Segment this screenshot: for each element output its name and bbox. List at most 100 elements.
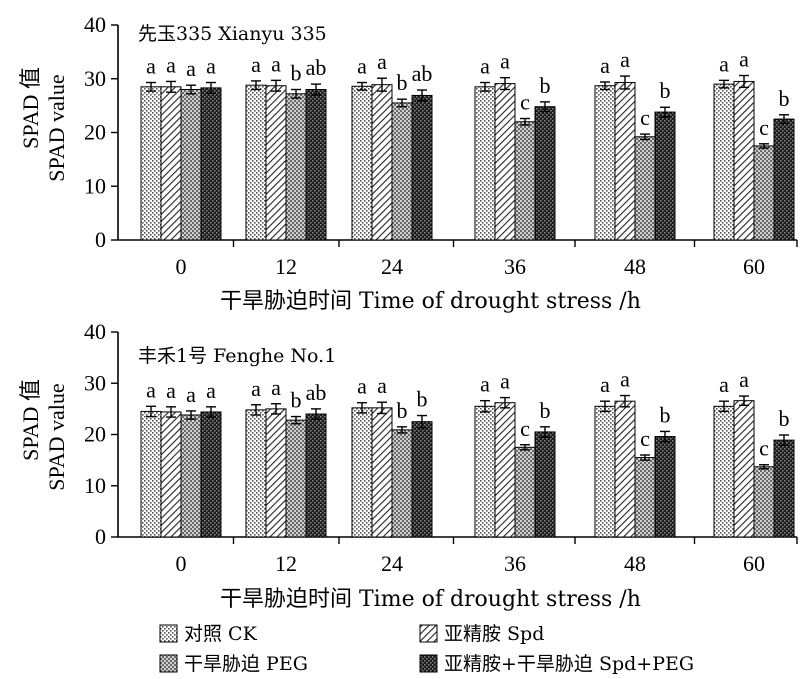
y-tick-label: 20 bbox=[84, 120, 106, 145]
significance-label: a bbox=[166, 52, 176, 77]
significance-label: b bbox=[291, 388, 302, 413]
bar bbox=[371, 84, 393, 241]
bar bbox=[614, 400, 636, 538]
bar bbox=[285, 419, 307, 538]
significance-label: b bbox=[417, 387, 428, 412]
bar bbox=[654, 111, 676, 241]
x-tick-label: 12 bbox=[275, 254, 297, 279]
significance-label: a bbox=[206, 378, 216, 403]
bar bbox=[200, 87, 222, 241]
significance-label: b bbox=[397, 70, 408, 95]
x-tick-label: 0 bbox=[176, 551, 187, 576]
significance-label: c bbox=[520, 416, 530, 441]
significance-label: a bbox=[739, 367, 749, 392]
panel-fenghe: 丰禾1号 Fenghe No.1 SPAD 值 SPAD value 干旱胁迫时… bbox=[18, 319, 798, 612]
y-tick-label: 30 bbox=[84, 66, 106, 91]
bar bbox=[180, 89, 202, 241]
bar bbox=[773, 118, 795, 241]
bar bbox=[733, 400, 755, 538]
significance-label: a bbox=[186, 56, 196, 81]
legend-label: 亚精胺 Spd bbox=[444, 623, 544, 645]
significance-label: ab bbox=[306, 380, 327, 405]
significance-label: a bbox=[357, 374, 367, 399]
bar bbox=[285, 93, 307, 241]
bar bbox=[245, 84, 267, 241]
y-tick-label: 30 bbox=[84, 370, 106, 395]
legend-swatch bbox=[159, 624, 178, 643]
bar bbox=[494, 402, 516, 538]
y-tick-label: 0 bbox=[95, 227, 106, 252]
significance-label: b bbox=[291, 61, 302, 86]
significance-label: a bbox=[186, 382, 196, 407]
x-tick-label: 48 bbox=[624, 254, 646, 279]
x-tick-label: 12 bbox=[275, 551, 297, 576]
panel-title: 先玉335 Xianyu 335 bbox=[138, 23, 327, 45]
significance-label: ab bbox=[306, 55, 327, 80]
significance-label: a bbox=[620, 47, 630, 72]
significance-label: c bbox=[640, 105, 650, 130]
y-tick-label: 20 bbox=[84, 422, 106, 447]
x-tick-label: 60 bbox=[743, 254, 765, 279]
y-tick-label: 40 bbox=[84, 12, 106, 37]
bar bbox=[773, 439, 795, 538]
significance-label: a bbox=[600, 372, 610, 397]
y-tick-label: 10 bbox=[84, 473, 106, 498]
bar bbox=[594, 405, 616, 538]
y-axis-label-en: SPAD value bbox=[44, 383, 69, 490]
significance-label: a bbox=[251, 52, 261, 77]
bar bbox=[634, 136, 656, 241]
significance-label: a bbox=[600, 53, 610, 78]
significance-label: a bbox=[719, 51, 729, 76]
significance-label: a bbox=[500, 49, 510, 74]
significance-label: c bbox=[759, 436, 769, 461]
bar bbox=[514, 446, 536, 538]
bar bbox=[371, 407, 393, 538]
bar bbox=[753, 466, 775, 538]
y-tick-label: 0 bbox=[95, 524, 106, 549]
significance-label: b bbox=[779, 406, 790, 431]
bar bbox=[200, 411, 222, 538]
significance-label: a bbox=[251, 376, 261, 401]
bar bbox=[305, 89, 327, 241]
bar bbox=[614, 82, 636, 241]
bar bbox=[180, 414, 202, 538]
bar bbox=[140, 86, 162, 241]
bar bbox=[391, 429, 413, 538]
x-tick-label: 36 bbox=[504, 254, 526, 279]
bar bbox=[265, 85, 287, 241]
legend: 对照 CK 亚精胺 Spd 干旱胁迫 PEG 亚精胺+干旱胁迫 Spd+PEG bbox=[159, 623, 694, 675]
legend-label: 干旱胁迫 PEG bbox=[184, 653, 308, 675]
x-tick-label: 0 bbox=[176, 254, 187, 279]
significance-label: c bbox=[759, 115, 769, 140]
y-axis-label-cn: SPAD 值 bbox=[18, 379, 43, 461]
y-tick-label: 10 bbox=[84, 173, 106, 198]
x-tick-label: 48 bbox=[624, 551, 646, 576]
significance-label: c bbox=[520, 90, 530, 115]
significance-label: b bbox=[660, 402, 671, 427]
significance-label: a bbox=[719, 372, 729, 397]
significance-label: a bbox=[206, 54, 216, 79]
legend-swatch bbox=[419, 624, 438, 643]
bar bbox=[351, 85, 373, 241]
bar bbox=[411, 421, 433, 538]
bar bbox=[733, 80, 755, 241]
significance-label: a bbox=[146, 54, 156, 79]
bar bbox=[654, 436, 676, 538]
significance-label: b bbox=[779, 86, 790, 111]
significance-label: c bbox=[640, 426, 650, 451]
significance-label: a bbox=[271, 51, 281, 76]
significance-label: b bbox=[660, 78, 671, 103]
legend-swatch bbox=[159, 654, 178, 673]
bar bbox=[305, 413, 327, 538]
significance-label: ab bbox=[412, 61, 433, 86]
significance-label: a bbox=[377, 373, 387, 398]
significance-label: a bbox=[357, 54, 367, 79]
bar bbox=[140, 410, 162, 538]
bar bbox=[411, 94, 433, 241]
legend-swatch bbox=[419, 654, 438, 673]
bar bbox=[534, 106, 556, 241]
bar bbox=[245, 409, 267, 538]
significance-label: a bbox=[166, 378, 176, 403]
